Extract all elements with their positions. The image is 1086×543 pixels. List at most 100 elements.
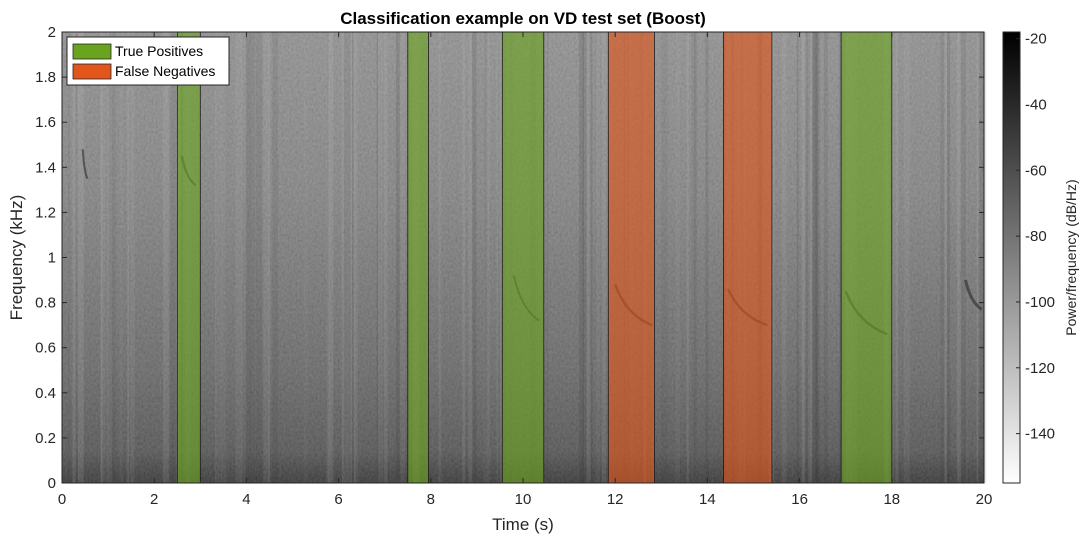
x-tick-label: 2 [150,491,158,508]
spectrogram-streak [240,32,246,483]
spectrogram-streak [215,32,217,483]
spectrogram-streak [805,32,810,483]
spectrogram-streak [251,32,255,483]
spectrogram-streak [956,32,959,483]
true-positive-region-0 [176,31,201,484]
spectrogram-streak [462,32,466,483]
spectrogram-streak [468,32,473,483]
spectrogram-streak [272,32,278,483]
y-tick-label: 0 [48,475,56,492]
x-tick-label: 18 [883,491,900,508]
legend-label-true-positives: True Positives [115,43,203,59]
spectrogram-streak [75,32,77,483]
spectrogram-streak [326,32,330,483]
colorbar-label: Power/frequency (dB/Hz) [1063,179,1079,335]
x-tick-label: 4 [242,491,250,508]
legend: True Positives False Negatives [66,36,230,86]
true-positive-region-2 [501,31,545,484]
spectrogram-streak [217,32,223,483]
spectrogram-streak [691,32,698,483]
false-negative-region-0 [607,31,655,484]
chart-title: Classification example on VD test set (B… [340,9,706,28]
spectrogram-streak [438,32,441,483]
colorbar: -20 -40 -60 -80 -100 -120 -140 Power/frequency… [1002,31,1079,484]
spectrogram-streak [940,32,945,483]
spectrogram-streak [72,32,76,483]
spectrogram-streak [221,32,228,483]
spectrogram-streak [947,32,951,483]
x-axis: 0 2 4 6 8 10 12 14 16 18 20 [58,32,992,508]
spectrogram-streak [255,32,263,483]
colorbar-ticks: -20 -40 -60 -80 -100 -120 -140 [1016,31,1055,443]
true-positive-region-3 [840,31,893,484]
spectrogram-streak [268,32,271,483]
spectrogram-streak [890,32,895,483]
y-tick-label: 0.2 [35,430,56,447]
spectrogram-streak [341,32,349,483]
spectrogram-streak [546,32,549,483]
spectrogram-streak [343,32,351,483]
spectrogram-streak [582,32,588,483]
spectrogram-streak [106,32,112,483]
spectrogram-streak [349,32,353,483]
legend-swatch-false-negatives [72,63,112,80]
y-axis-label: Frequency (kHz) [7,195,26,321]
spectrogram-streak [377,32,383,483]
false-negative-region-1 [723,31,773,484]
spectrogram-streak [483,32,488,483]
spectrogram-streak [686,32,689,483]
spectrogram-streak [500,32,504,483]
spectrogram-streak [127,32,129,483]
y-tick-label: 2 [48,24,56,41]
x-tick-label: 0 [58,491,66,508]
spectrogram-streak [225,32,228,483]
plot-area [61,31,987,484]
spectrogram-streak [483,32,490,483]
spectrogram-streak [396,32,400,483]
spectrogram-streak [246,32,252,483]
spectrogram-streak [705,32,709,483]
spectrogram-streak [976,32,979,483]
spectrogram-streak [813,32,821,483]
x-tick-label: 8 [427,491,435,508]
y-tick-label: 0.4 [35,385,56,402]
spectrogram-streak [813,32,816,483]
spectrogram-streak [691,32,697,483]
spectrogram-streak [797,32,799,483]
y-tick-label: 1 [48,250,56,267]
colorbar-tick-label: -100 [1025,294,1055,311]
colorbar-tick-label: -120 [1025,360,1055,377]
spectrogram-streak [353,32,356,483]
spectrogram-streak [694,32,696,483]
colorbar-tick-label: -60 [1025,162,1047,179]
x-tick-label: 12 [607,491,624,508]
spectrogram-streak [68,32,70,483]
spectrogram-streak [352,32,354,483]
spectrogram-streak [130,32,135,483]
spectrogram-streak [823,32,828,483]
spectrogram-streak [579,32,583,483]
spectrogram-streak [895,32,899,483]
spectrogram-streak [496,32,499,483]
colorbar-tick-label: -140 [1025,426,1055,443]
spectrogram-streak [589,32,593,483]
spectrogram-streak [77,32,84,483]
spectrogram-streak [811,32,818,483]
spectrogram-streak [163,32,169,483]
spectrogram-streak [781,32,787,483]
y-tick-label: 0.6 [35,340,56,357]
spectrogram-streak [263,32,269,483]
x-axis-label: Time (s) [492,515,554,534]
y-tick-label: 1.8 [35,69,56,86]
spectrogram-streak [661,32,668,483]
legend-swatch-true-positives [72,43,112,60]
spectrogram-streak [960,32,966,483]
spectrogram-streak [303,32,308,483]
y-tick-label: 0.8 [35,295,56,312]
highlight-regions [176,31,893,484]
x-tick-label: 6 [334,491,342,508]
x-tick-label: 16 [791,491,808,508]
spectrogram-streak [100,32,103,483]
